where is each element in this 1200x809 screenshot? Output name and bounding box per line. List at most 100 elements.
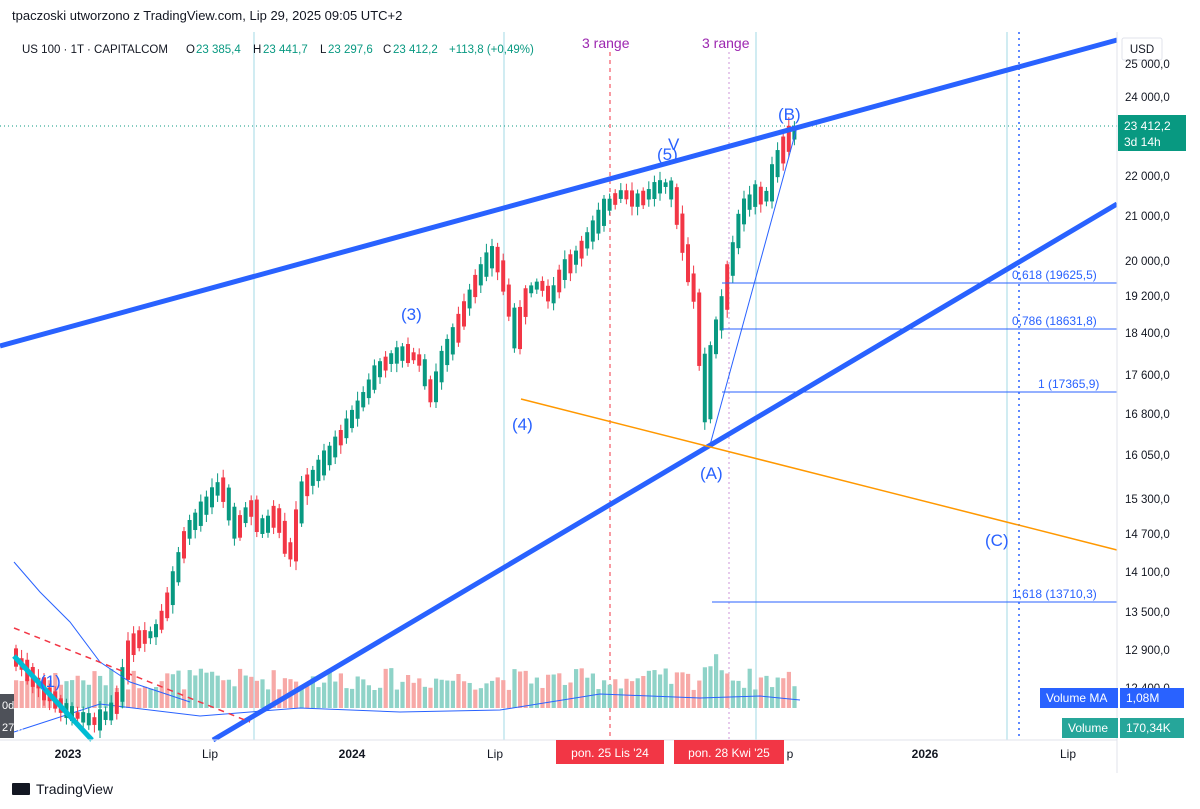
candle-body — [518, 306, 522, 350]
candle-body — [92, 717, 97, 725]
candle-body — [277, 508, 282, 533]
wave-label: V — [668, 135, 680, 154]
volume-bar — [467, 682, 472, 708]
candle-body — [534, 281, 539, 290]
volume-bar — [658, 674, 663, 708]
volume-bar — [226, 679, 231, 708]
candle-body — [204, 496, 209, 515]
volume-bar — [758, 677, 763, 708]
volume-bar — [383, 668, 388, 708]
volume-bar — [652, 670, 657, 708]
volume-bar — [64, 681, 69, 708]
candle-body — [478, 264, 483, 286]
price-axis[interactable]: USD 25 000,0 24 000,0 22 000,0 21 000,0 20 0… — [1040, 32, 1200, 773]
volume-bar — [372, 689, 377, 708]
candle-body — [243, 507, 248, 524]
volume-bar — [630, 681, 635, 708]
plot-area[interactable] — [0, 32, 1117, 773]
candle-body — [221, 477, 226, 502]
volume-bar — [686, 673, 691, 708]
candle-body — [226, 487, 231, 521]
time-axis[interactable]: 2023 Lip 2024 Lip p 2026 Lip pon. 25 Lis '24 p… — [0, 739, 1117, 764]
candle-body — [439, 350, 444, 383]
candle-body — [299, 481, 304, 524]
candle-body — [148, 631, 153, 639]
range-label: 3 range — [702, 35, 750, 51]
volume-bar — [663, 668, 668, 708]
candle-body — [316, 459, 321, 482]
candle-body — [646, 189, 651, 200]
volume-bar — [551, 674, 556, 708]
volume-bar — [579, 668, 584, 708]
price-chart[interactable]: 0,618 (19625,5) 0,786 (18631,8) 1 (17365,9… — [0, 32, 1200, 773]
ticker-legend[interactable]: US 100 · 1T · CAPITALCOM O 23 385,4 H 23… — [22, 44, 534, 56]
candle-body — [428, 379, 433, 403]
candle-body — [742, 198, 746, 225]
candle-body — [607, 198, 612, 211]
fib-level-label: 1 (17365,9) — [1038, 377, 1099, 391]
chart-header: tpaczoski utworzono z TradingView.com, L… — [0, 0, 1200, 32]
candle-body — [714, 319, 718, 355]
time-tick-label: 2023 — [55, 747, 82, 761]
wave-label: (1) — [40, 672, 61, 691]
price-tick-label: 19 200,0 — [1125, 291, 1170, 303]
volume-bar — [36, 687, 41, 708]
candle-body — [361, 392, 366, 408]
candle-body — [450, 327, 455, 355]
wave-label: (B) — [778, 105, 801, 124]
last-price-box: 23 412,2 3d 14h — [1118, 115, 1186, 151]
last-price: 23 412,2 — [1124, 119, 1171, 133]
volume-bar — [210, 671, 215, 708]
volume-bar — [422, 686, 427, 708]
volume-bar — [137, 688, 142, 708]
volume-bar — [456, 673, 461, 708]
candle-body — [708, 345, 713, 420]
candle-body — [602, 198, 606, 226]
volume-bar — [534, 677, 539, 708]
volume-bar — [215, 675, 220, 708]
candle-body — [691, 273, 696, 302]
candle-body — [400, 346, 405, 361]
price-tick-label: 20 000,0 — [1125, 256, 1170, 268]
candle-body — [215, 482, 220, 496]
volume-bar — [266, 689, 271, 708]
price-tick-label: 13 500,0 — [1125, 607, 1170, 619]
candle-body — [467, 289, 472, 309]
volume-bar — [775, 677, 780, 708]
time-tick-label: p — [787, 747, 794, 761]
open-value: 23 385,4 — [196, 44, 241, 56]
volume-bar — [478, 688, 483, 708]
candle-body — [238, 515, 242, 538]
bar-countdown: 3d 14h — [1124, 135, 1161, 149]
candle-body — [271, 505, 276, 528]
candle-body — [445, 338, 450, 366]
candle-body — [501, 260, 506, 292]
currency-button[interactable] — [1121, 37, 1163, 61]
volume-bar — [333, 681, 338, 708]
price-tick-label: 22 000,0 — [1125, 171, 1170, 183]
volume-bar — [305, 683, 310, 708]
volume-bar — [75, 675, 80, 708]
volume-bar — [19, 680, 24, 708]
volume-bar — [417, 678, 422, 708]
candle-body — [663, 182, 668, 187]
volume-bar — [747, 668, 752, 708]
wave-label: (4) — [512, 415, 533, 434]
candle-body — [310, 469, 315, 486]
candle-body — [266, 515, 270, 533]
candle-body — [327, 445, 332, 466]
candle-body — [473, 274, 478, 298]
candle-body — [422, 359, 427, 387]
volume-bar — [243, 675, 248, 708]
volume-bar — [680, 672, 685, 708]
volume-bar — [187, 670, 192, 708]
high-label: H — [253, 44, 261, 56]
time-tick-label: 2024 — [339, 747, 366, 761]
tradingview-logo[interactable]: TradingView — [12, 781, 113, 797]
price-tick-label: 21 000,0 — [1125, 211, 1170, 223]
candle-body — [792, 125, 797, 140]
close-value: 23 412,2 — [393, 44, 438, 56]
volume-bar — [70, 680, 75, 708]
price-tick-label: 16 800,0 — [1125, 409, 1170, 421]
volume-bar — [753, 689, 758, 708]
